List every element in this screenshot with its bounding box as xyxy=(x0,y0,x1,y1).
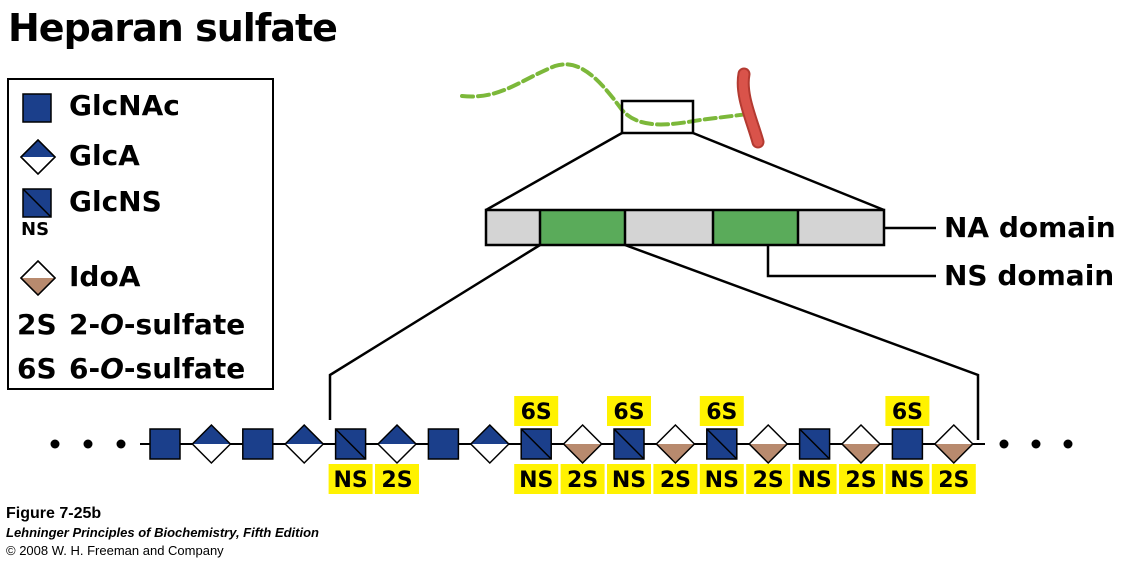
na-domain-segment xyxy=(486,210,540,245)
sulfate-tag-above: 6S xyxy=(514,396,559,426)
svg-text:2S: 2S xyxy=(938,468,969,493)
sulfate-tag-below: NS xyxy=(607,464,651,494)
sulfate-tag-below: NS xyxy=(514,464,559,494)
na-domain-label: NA domain xyxy=(944,211,1116,244)
sugar-glcns-icon xyxy=(613,428,645,460)
sugar-glca-icon xyxy=(469,423,510,465)
svg-text:NS: NS xyxy=(612,468,646,493)
sulfate-tag-above: 6S xyxy=(885,396,930,426)
ns-domain-label: NS domain xyxy=(944,259,1115,292)
sugar-chain: NS 2S NS 6S 2S NS 6S 2S NS 6S 2S NS 2S NS 6S 2S xyxy=(149,396,976,494)
copyright: © 2008 W. H. Freeman and Company xyxy=(6,543,224,558)
sulfate-tag-below: 2S xyxy=(560,464,605,494)
sulfate-tag-below: NS xyxy=(699,464,744,494)
legend-label-glcns: GlcNS xyxy=(69,185,162,218)
svg-text:6S: 6S xyxy=(892,400,923,425)
sugar-glcnac-icon xyxy=(427,428,460,460)
svg-text:2S: 2S xyxy=(381,468,412,493)
svg-text:NS: NS xyxy=(890,468,924,493)
svg-text:2S: 2S xyxy=(660,468,691,493)
page-title: Heparan sulfate xyxy=(8,6,338,50)
sugar-glca-icon xyxy=(376,423,418,465)
sulfate-tag-below: 2S xyxy=(653,464,698,494)
legend-ns-sub: NS xyxy=(21,219,50,240)
sugar-glcnac-icon xyxy=(891,428,924,460)
idoa-diamond-icon xyxy=(19,259,57,297)
sugar-idoa-icon xyxy=(933,423,974,465)
ellipsis-left xyxy=(50,439,126,449)
svg-text:2S: 2S xyxy=(753,468,784,493)
legend-label-idoa: IdoA xyxy=(69,260,141,293)
sugar-glca-icon xyxy=(191,423,232,465)
ns-domain-pointer xyxy=(766,245,936,278)
svg-text:6S: 6S xyxy=(706,400,737,425)
svg-text:2S: 2S xyxy=(845,468,876,493)
na-domain-segment xyxy=(625,210,713,245)
na-domain-segment xyxy=(798,210,884,245)
sugar-idoa-icon xyxy=(840,423,882,465)
sulfate-tag-above: 6S xyxy=(607,396,651,426)
legend-box: GlcNAc GlcA GlcNS NS IdoA 2S 2-O-sulfate… xyxy=(7,78,274,390)
zoom-box xyxy=(620,99,695,135)
glcnac-square-icon xyxy=(22,93,52,123)
legend-abbr-6s: 6S xyxy=(17,352,57,385)
legend-label-6s: 6-O-sulfate xyxy=(69,352,246,385)
sugar-glcns-icon xyxy=(798,428,831,460)
core-protein xyxy=(738,69,763,147)
svg-text:6S: 6S xyxy=(613,400,644,425)
svg-text:NS: NS xyxy=(519,468,553,493)
svg-text:2S: 2S xyxy=(567,468,598,493)
sulfate-tag-below: 2S xyxy=(375,464,419,494)
svg-text:6S: 6S xyxy=(521,400,552,425)
zoom-line-left xyxy=(485,131,623,212)
sugar-glcns-icon xyxy=(334,428,367,460)
svg-text:NS: NS xyxy=(797,468,831,493)
glca-diamond-icon xyxy=(19,138,57,176)
legend-label-glca: GlcA xyxy=(69,139,140,172)
ns-domain-segment xyxy=(713,210,798,245)
sugar-glcns-icon xyxy=(706,428,738,460)
svg-text:NS: NS xyxy=(333,468,367,493)
domain-bar xyxy=(484,208,886,247)
legend-abbr-2s: 2S xyxy=(17,308,57,341)
sugar-glca-icon xyxy=(284,423,325,465)
sulfate-tag-below: NS xyxy=(885,464,930,494)
sugar-glcns-icon xyxy=(520,428,552,460)
book-title: Lehninger Principles of Biochemistry, Fi… xyxy=(6,525,319,540)
legend-label-glcnac: GlcNAc xyxy=(69,89,180,122)
figure-number: Figure 7-25b xyxy=(6,505,102,522)
sulfate-tag-below: NS xyxy=(328,464,373,494)
ns-domain-segment xyxy=(540,210,625,245)
zoom-line-right xyxy=(692,131,885,212)
legend-label-2s: 2-O-sulfate xyxy=(69,308,246,341)
sugar-idoa-icon xyxy=(748,423,789,465)
zoom-line-chain-right xyxy=(624,243,980,440)
sulfate-tag-above: 6S xyxy=(699,396,744,426)
zoom-line-chain-left xyxy=(328,243,541,420)
sulfate-tag-below: 2S xyxy=(746,464,791,494)
svg-text:NS: NS xyxy=(705,468,739,493)
ellipsis-right xyxy=(999,439,1073,449)
heparan-chain xyxy=(460,62,750,127)
sugar-glcnac-icon xyxy=(149,428,181,460)
legend-symbols xyxy=(19,93,57,297)
sugar-idoa-icon xyxy=(655,423,696,465)
sugar-idoa-icon xyxy=(562,423,603,465)
sugar-glcnac-icon xyxy=(242,428,274,460)
sulfate-tag-below: 2S xyxy=(839,464,883,494)
sulfate-tag-below: NS xyxy=(792,464,837,494)
glcns-square-icon xyxy=(22,188,52,218)
sulfate-tag-below: 2S xyxy=(931,464,976,494)
